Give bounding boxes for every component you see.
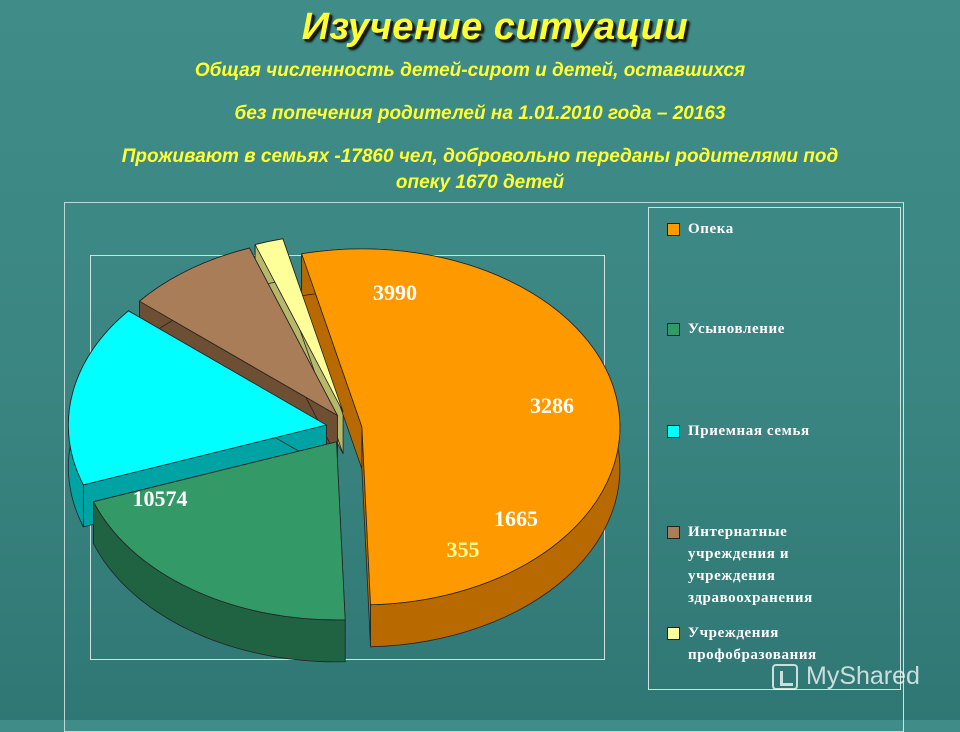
watermark-text: MyShared (806, 662, 920, 690)
legend-label-internaty: Интернатные учреждения и учреждения здра… (688, 524, 813, 606)
slide-title: Изучение ситуации (301, 6, 689, 48)
legend-label-usynovlenie: Усыновление (688, 321, 786, 337)
legend-item-profobrazovanie: Учреждения профобразования (667, 622, 878, 666)
legend-swatch-usynovlenie (667, 323, 680, 336)
subtitle-families-line-a: Проживают в семьях -17860 чел, доброволь… (121, 146, 839, 167)
pie-data-label-3: 1665 (494, 506, 538, 531)
pie-data-labels: 10574 3990 3286 1665 355 (133, 280, 575, 562)
pie-data-label-4: 355 (447, 537, 480, 562)
myshared-logo-icon (772, 663, 798, 690)
legend: Опека Усыновление Приемная семья Интерна… (648, 207, 901, 690)
watermark: MyShared (772, 662, 920, 691)
legend-swatch-priemnaya-semya (667, 425, 680, 438)
legend-label-profobrazovanie: Учреждения профобразования (688, 625, 817, 663)
pie-slice-4 (254, 238, 344, 413)
legend-item-usynovlenie: Усыновление (667, 318, 878, 340)
pie-data-label-2: 3286 (530, 393, 574, 418)
pie-data-label-0: 10574 (133, 486, 188, 511)
legend-swatch-internaty (667, 526, 680, 539)
subtitle-date: без попечения родителей на 1.01.2010 год… (234, 103, 726, 124)
pie-data-label-1: 3990 (373, 280, 417, 305)
legend-label-priemnaya-semya: Приемная семья (688, 423, 810, 439)
pie-slice-2 (67, 310, 328, 486)
pie-tops (67, 238, 621, 621)
pie-slice-0 (301, 248, 621, 606)
subtitle-families-line-b: опеку 1670 детей (395, 172, 565, 193)
legend-swatch-opeka (667, 223, 680, 236)
legend-swatch-profobrazovanie (667, 627, 680, 640)
legend-item-internaty: Интернатные учреждения и учреждения здра… (667, 521, 858, 609)
subtitle-total: Общая численность детей-сирот и детей, о… (194, 60, 746, 81)
legend-item-priemnaya-semya: Приемная семья (667, 420, 878, 442)
legend-label-opeka: Опека (688, 221, 734, 237)
pie-slice-3 (138, 247, 339, 417)
legend-item-opeka: Опека (667, 218, 878, 240)
pie-slice-1 (92, 441, 346, 621)
subtitle-families: Проживают в семьях -17860 чел, доброволь… (0, 144, 960, 196)
